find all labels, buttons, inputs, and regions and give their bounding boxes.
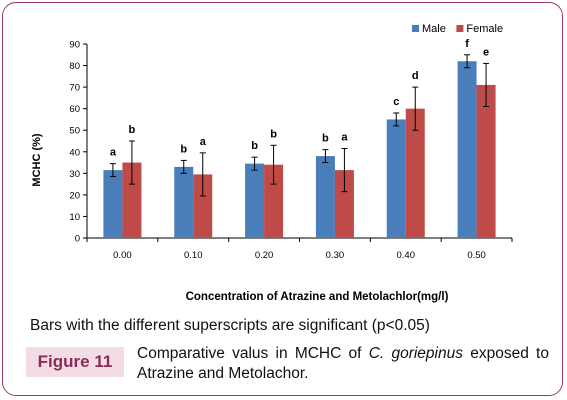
x-tick-label: 0.40 (397, 250, 416, 261)
legend-label-female: Female (466, 23, 503, 35)
y-tick-label: 80 (69, 61, 80, 72)
x-axis-label: Concentration of Atrazine and Metolachlo… (186, 291, 449, 303)
superscript-label: a (110, 147, 117, 159)
x-tick-label: 0.00 (113, 250, 132, 261)
superscript-label: c (393, 96, 399, 108)
superscript-label: b (180, 143, 187, 155)
caption-text-start: Comparative valus in MCHC of (137, 345, 369, 362)
x-tick-label: 0.10 (184, 250, 203, 261)
bar-female (405, 108, 425, 239)
legend-swatch-male (412, 25, 419, 32)
bar-male (457, 61, 477, 238)
legend-label-male: Male (422, 23, 446, 35)
caption-text-end: exposed to Atrazine and Metolachor. (137, 345, 549, 382)
bars (103, 61, 496, 239)
figure-caption: Comparative valus in MCHC of C. goriepin… (137, 344, 549, 384)
legend: Male Female (412, 23, 503, 35)
x-axis: 0.00 0.10 0.20 0.30 0.40 0.50 (86, 237, 513, 261)
x-tick-label: 0.50 (467, 250, 486, 261)
bar-female (193, 174, 213, 238)
bar-male (174, 166, 194, 238)
superscript-label: a (341, 132, 348, 144)
y-tick-label: 30 (69, 169, 80, 180)
y-axis: 0 10 20 30 40 50 60 70 80 90 (69, 40, 88, 245)
y-tick-label: 60 (69, 104, 80, 115)
x-tick-label: 0.30 (326, 250, 345, 261)
legend-swatch-female (456, 25, 464, 32)
bar-male (245, 163, 265, 238)
bar-female (476, 84, 496, 238)
y-tick-label: 10 (69, 212, 80, 223)
bar-male (103, 170, 123, 238)
caption-species: C. goriepinus (368, 345, 463, 362)
bar-male (315, 156, 335, 238)
superscript-label: d (412, 70, 419, 82)
y-tick-label: 40 (69, 147, 80, 158)
bar-female (264, 164, 284, 238)
superscript-label: b (270, 128, 277, 140)
y-tick-label: 20 (69, 190, 80, 201)
superscript-label: b (322, 133, 329, 145)
bar-female (334, 170, 354, 238)
bar-male (386, 119, 406, 238)
superscript-label: b (251, 140, 258, 152)
y-axis-label: MCHC (%) (31, 133, 43, 186)
superscript-label: e (483, 46, 489, 58)
figure-label: Figure 11 (26, 347, 124, 377)
y-tick-label: 70 (69, 83, 80, 94)
y-tick-label: 0 (75, 234, 80, 245)
bar-chart: 0 10 20 30 40 50 60 70 80 90 0.00 0.10 0.20 0.30 0.40… (31, 23, 513, 303)
superscript-label: f (465, 38, 469, 50)
y-tick-label: 90 (69, 40, 80, 51)
figure-frame (2, 2, 563, 396)
superscript-label: b (129, 124, 136, 136)
significance-note: Bars with the different superscripts are… (30, 317, 430, 334)
error-bars (109, 54, 490, 197)
bar-female (122, 162, 142, 238)
x-tick-label: 0.20 (255, 250, 274, 261)
superscript-label: a (200, 136, 207, 148)
y-tick-label: 50 (69, 126, 80, 137)
